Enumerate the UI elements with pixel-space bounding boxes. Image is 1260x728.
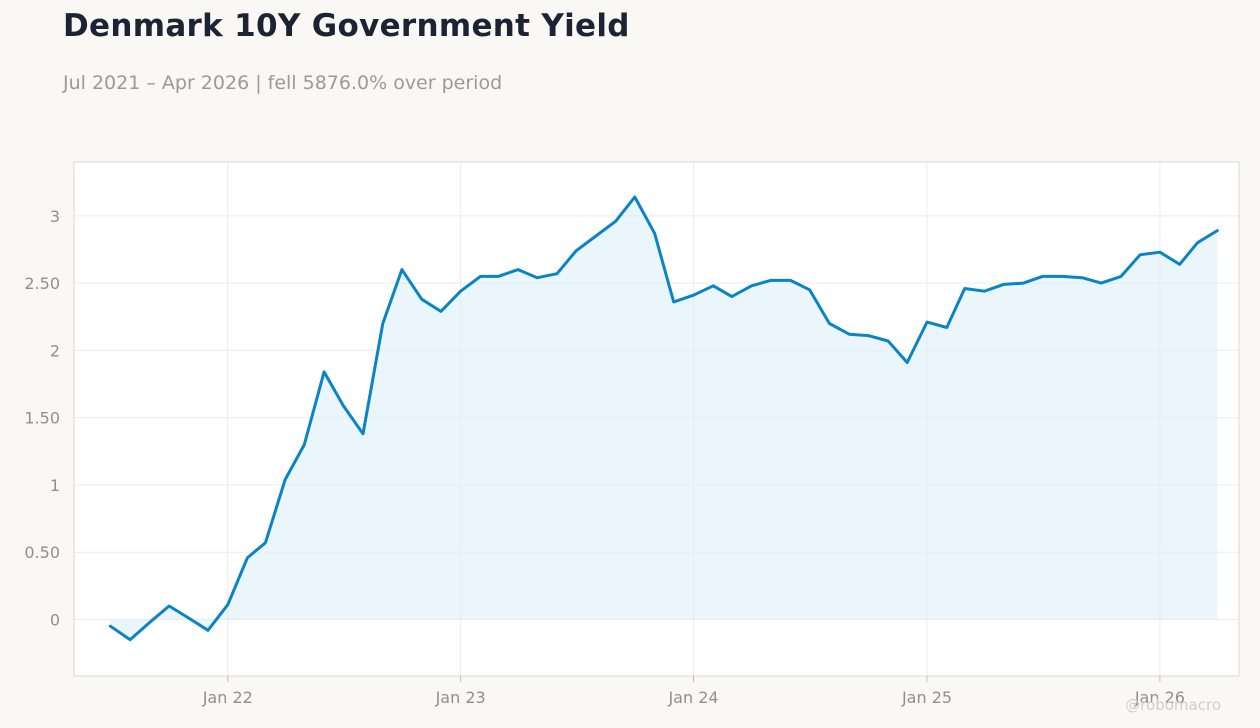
watermark: @robomacro: [1125, 696, 1221, 714]
x-axis: Jan 22 Jan 23 Jan 24 Jan 25 Jan 26: [202, 676, 1185, 707]
y-tick-label: 2: [50, 341, 60, 360]
series-line: [108, 195, 1219, 642]
x-tick-label: Jan 23: [435, 688, 486, 707]
x-tick-label: Jan 24: [667, 688, 718, 707]
area-fill: [110, 197, 1218, 640]
x-tick-label: Jan 26: [1134, 688, 1185, 707]
y-tick-label: 1: [50, 476, 60, 495]
x-tick-label: Jan 22: [202, 688, 253, 707]
y-axis: 0 0.50 1 1.50 2 2.50 3: [24, 207, 60, 630]
x-tick-label: Jan 25: [901, 688, 952, 707]
y-tick-label: 2.50: [24, 274, 60, 293]
y-tick-label: 0.50: [24, 543, 60, 562]
y-tick-label: 3: [50, 207, 60, 226]
y-tick-label: 1.50: [24, 409, 60, 428]
chart-title: Denmark 10Y Government Yield: [63, 8, 630, 44]
plot-frame: [73, 161, 1240, 677]
y-tick-label: 0: [50, 610, 60, 629]
chart-subtitle: Jul 2021 – Apr 2026 | fell 5876.0% over …: [63, 72, 503, 94]
